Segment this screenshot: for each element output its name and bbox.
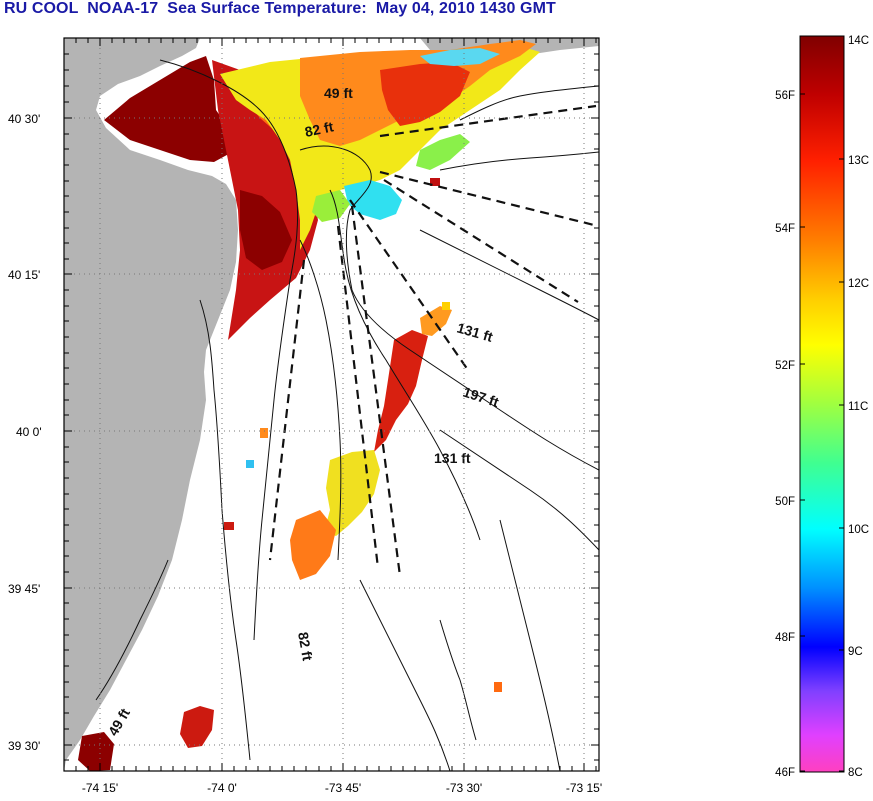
sst-red-south-1 xyxy=(180,706,214,748)
depth-label-82ft-north: 82 ft xyxy=(303,118,335,140)
colorbar-ticks xyxy=(800,35,844,772)
cbar-c-11: 11C xyxy=(848,401,868,413)
lon-label-73-30: -73 30' xyxy=(446,781,482,795)
sst-green-patch xyxy=(312,190,350,222)
sst-pixel-3 xyxy=(246,460,254,468)
sst-pixel-4 xyxy=(494,682,502,692)
map-ticks xyxy=(64,38,599,771)
cbar-c-10: 10C xyxy=(848,524,869,536)
map-canvas: 49 ft 82 ft 131 ft 197 ft 131 ft 82 ft 4… xyxy=(64,38,599,771)
transect-lines xyxy=(268,104,599,577)
sst-red-tongue xyxy=(374,330,428,452)
map-grid xyxy=(64,38,599,771)
lon-label-73-15: -73 15' xyxy=(566,781,602,795)
land-mass xyxy=(64,38,238,771)
cbar-f-46: 46F xyxy=(775,767,795,779)
cbar-f-48: 48F xyxy=(775,632,795,644)
sst-red-south-2 xyxy=(78,732,114,771)
sst-red-bight xyxy=(380,62,470,126)
sst-pixel-2 xyxy=(260,428,268,438)
cbar-f-56: 56F xyxy=(775,90,795,102)
cbar-f-52: 52F xyxy=(775,360,795,372)
sst-yellow-bight xyxy=(220,46,540,250)
cbar-c-12: 12C xyxy=(848,278,869,290)
cbar-c-9: 9C xyxy=(848,646,863,658)
sst-orange-south xyxy=(290,510,336,580)
sst-cyan-patch xyxy=(344,180,402,220)
lon-label-74-0: -74 0' xyxy=(207,781,237,795)
sst-pixel-1 xyxy=(224,522,234,530)
sst-pixel-5 xyxy=(442,302,450,310)
sst-pixel-6 xyxy=(430,178,440,186)
depth-label-131ft-south: 131 ft xyxy=(434,450,471,466)
sst-darkred-patch xyxy=(240,190,292,270)
bathymetry-contours xyxy=(95,59,599,771)
map-title: RU COOL NOAA-17 Sea Surface Temperature:… xyxy=(4,0,556,17)
cbar-f-50: 50F xyxy=(775,496,795,508)
lat-label-39-45: 39 45' xyxy=(8,582,40,596)
lat-label-40-30: 40 30' xyxy=(8,112,40,126)
depth-label-49ft-north: 49 ft xyxy=(324,85,353,101)
lon-label-73-45: -73 45' xyxy=(325,781,361,795)
cbar-f-54: 54F xyxy=(775,223,795,235)
lat-label-39-30: 39 30' xyxy=(8,739,40,753)
sst-warm-coastal xyxy=(104,56,236,162)
sst-green-edge xyxy=(416,134,470,170)
cbar-c-14: 14C xyxy=(848,35,869,47)
lat-label-40-0: 40 0' xyxy=(16,425,42,439)
sst-cyan-top xyxy=(420,48,500,66)
cbar-c-13: 13C xyxy=(848,155,869,167)
cbar-c-8: 8C xyxy=(848,767,863,779)
depth-label-82ft-south: 82 ft xyxy=(295,631,316,662)
colorbar xyxy=(799,35,845,773)
lon-label-74-15: -74 15' xyxy=(82,781,118,795)
lat-label-40-15: 40 15' xyxy=(8,268,40,282)
